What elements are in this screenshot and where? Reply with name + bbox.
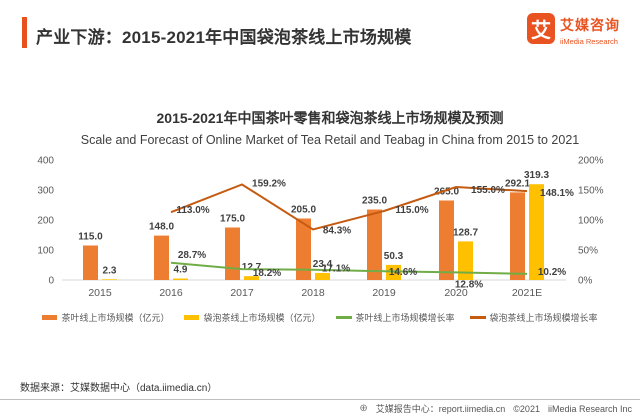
bar-value-label: 115.0 xyxy=(78,232,103,243)
legend-label: 袋泡茶线上市场规模（亿元） xyxy=(203,313,321,323)
chart-title: 2015-2021年中国茶叶零售和袋泡茶线上市场规模及预测 xyxy=(156,110,504,126)
svg-text:400: 400 xyxy=(37,156,54,167)
bar-value-label: 50.3 xyxy=(384,251,404,262)
svg-text:2019: 2019 xyxy=(372,287,396,299)
legend-line-swatch-icon xyxy=(335,316,352,319)
bar xyxy=(315,272,330,280)
bar xyxy=(102,279,117,280)
bar-value-label: 2.3 xyxy=(103,265,117,276)
svg-text:150%: 150% xyxy=(578,186,604,197)
page-title: 产业下游：2015-2021年中国袋泡茶线上市场规模 xyxy=(36,28,412,47)
svg-text:2016: 2016 xyxy=(159,287,183,299)
legend-line-swatch-icon xyxy=(469,316,486,319)
teabag-bars: 2.3 4.9 12.7 23.4 50.3 128.7 319.3 xyxy=(102,170,549,280)
bar xyxy=(386,264,401,280)
line-value-label: 148.1% xyxy=(540,188,574,199)
bar xyxy=(529,184,544,280)
line-value-label: 159.2% xyxy=(252,178,286,189)
svg-text:100: 100 xyxy=(37,246,54,257)
line-value-label: 155.0% xyxy=(471,185,505,196)
bar-value-label: 148.0 xyxy=(149,222,174,233)
line-value-label: 12.8% xyxy=(455,279,483,290)
bar-value-label: 265.0 xyxy=(434,187,459,198)
growth-line xyxy=(170,261,528,275)
line-value-label: 28.7% xyxy=(178,250,206,261)
line-value-label: 17.1% xyxy=(322,264,350,275)
bar xyxy=(296,218,311,280)
tea-growth-line: 28.7% 18.2% 17.1% 14.6% 12.8% 10.2% xyxy=(170,250,566,290)
svg-text:2020: 2020 xyxy=(444,287,468,299)
legend-label: 茶叶线上市场规模增长率 xyxy=(355,313,455,323)
bar xyxy=(83,245,98,280)
bar-value-label: 292.1 xyxy=(505,178,530,189)
bar-value-label: 205.0 xyxy=(291,205,316,216)
line-value-label: 18.2% xyxy=(253,268,281,279)
bar xyxy=(367,209,382,280)
report-site-link[interactable]: 艾媒报告中心：report.iimedia.cn xyxy=(375,404,506,414)
bar-value-label: 12.7 xyxy=(242,262,262,273)
copyright-text: ©2021 xyxy=(513,403,540,414)
svg-text:50%: 50% xyxy=(578,246,598,257)
legend-bar-swatch-icon xyxy=(42,315,58,320)
bar-value-label: 175.0 xyxy=(220,214,245,225)
bar xyxy=(154,235,169,280)
footer-divider xyxy=(0,399,640,400)
right-axis-ticks: 0% 50% 100% 150% 200% xyxy=(578,156,604,287)
brand-name-cn: 艾媒咨询 xyxy=(560,17,620,33)
bar-value-label: 235.0 xyxy=(362,196,387,207)
chart-subtitle: Scale and Forecast of Online Market of T… xyxy=(80,133,580,147)
brand-logo-text: 艾媒咨询 iiMedia Research xyxy=(560,13,620,46)
growth-line xyxy=(170,183,528,231)
line-value-label: 113.0% xyxy=(176,205,209,216)
x-axis-labels: 2015 2016 2017 2018 2019 2020 2021E xyxy=(88,287,542,299)
legend-item: 袋泡茶线上市场规模增长率 xyxy=(469,311,598,324)
legend-item: 茶叶线上市场规模（亿元） xyxy=(42,311,169,324)
company-name: iiMedia Research Inc xyxy=(547,403,632,414)
svg-text:0%: 0% xyxy=(578,276,593,287)
svg-text:2017: 2017 xyxy=(230,287,254,299)
bar xyxy=(439,200,454,280)
bar xyxy=(458,241,473,280)
svg-text:200: 200 xyxy=(37,216,54,227)
legend-label: 袋泡茶线上市场规模增长率 xyxy=(489,313,598,323)
bottom-bar: ⊕ 艾媒报告中心：report.iimedia.cn ©2021 iiMedia… xyxy=(359,402,632,415)
line-value-label: 10.2% xyxy=(538,267,566,278)
bar-value-label: 23.4 xyxy=(313,259,333,270)
chart-legend: 茶叶线上市场规模（亿元） 袋泡茶线上市场规模（亿元） 茶叶线上市场规模增长率 袋泡茶线… xyxy=(0,311,640,324)
line-value-label: 14.6% xyxy=(389,267,417,278)
legend-bar-swatch-icon xyxy=(184,315,200,320)
line-value-label: 115.0% xyxy=(395,205,428,216)
line-value-label: 84.3% xyxy=(323,225,351,236)
teabag-growth-line: 113.0% 159.2% 84.3% 115.0% 155.0% 148.1% xyxy=(170,178,574,236)
brand-name-en: iiMedia Research xyxy=(560,37,618,46)
bar xyxy=(244,276,259,280)
tea-retail-bars: 115.0 148.0 175.0 205.0 235.0 265.0 292.1 xyxy=(78,178,530,280)
svg-text:300: 300 xyxy=(37,186,54,197)
bar xyxy=(173,278,188,280)
svg-text:200%: 200% xyxy=(578,156,604,167)
bar xyxy=(225,227,240,280)
svg-text:100%: 100% xyxy=(578,216,604,227)
svg-text:2015: 2015 xyxy=(88,287,112,299)
legend-item: 茶叶线上市场规模增长率 xyxy=(335,311,455,324)
legend-label: 茶叶线上市场规模（亿元） xyxy=(61,313,170,323)
svg-text:2018: 2018 xyxy=(301,287,325,299)
bar xyxy=(510,192,525,280)
data-source-note: 数据来源：艾媒数据中心（data.iimedia.cn） xyxy=(20,383,218,394)
bar-value-label: 319.3 xyxy=(524,170,549,181)
bar-value-label: 4.9 xyxy=(174,265,188,276)
svg-text:2021E: 2021E xyxy=(512,287,542,299)
legend-item: 袋泡茶线上市场规模（亿元） xyxy=(184,311,321,324)
globe-icon: ⊕ xyxy=(359,402,368,414)
left-axis-ticks: 0 100 200 300 400 xyxy=(37,156,54,287)
brand-logo: 艾 艾媒咨询 iiMedia Research xyxy=(527,13,620,46)
svg-text:0: 0 xyxy=(48,276,54,287)
bar-value-label: 128.7 xyxy=(453,227,478,238)
iimedia-logo-icon: 艾 xyxy=(527,13,555,44)
title-accent-bar xyxy=(22,17,27,48)
